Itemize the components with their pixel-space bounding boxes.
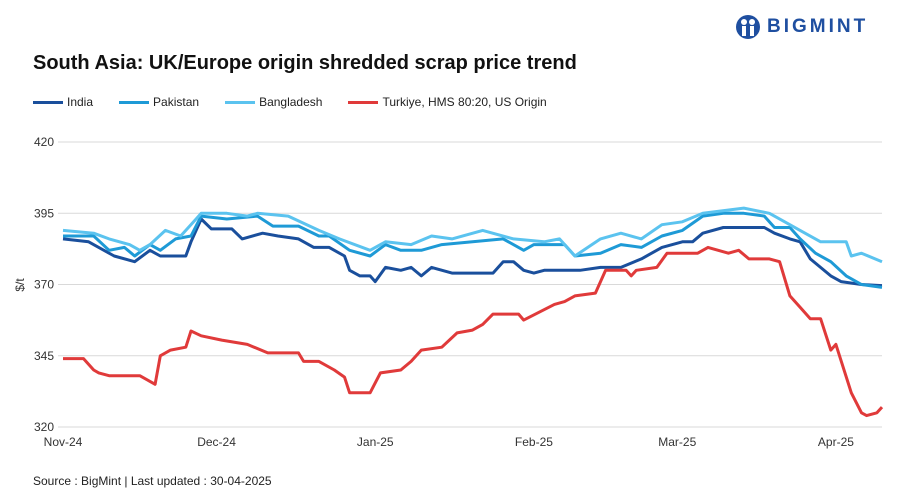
legend-label: India xyxy=(67,95,94,109)
series-line-india xyxy=(62,217,883,288)
x-tick-label: Nov-24 xyxy=(44,435,83,449)
y-tick-label: 345 xyxy=(34,349,54,363)
legend-item-india: India xyxy=(33,95,93,109)
series-line-bangladesh xyxy=(62,206,883,264)
y-tick-label: 320 xyxy=(34,420,54,434)
x-tick-label: Jan-25 xyxy=(357,435,394,449)
chart-title: South Asia: UK/Europe origin shredded sc… xyxy=(33,52,577,74)
y-tick-label: 420 xyxy=(34,135,54,149)
x-tick-label: Mar-25 xyxy=(658,435,696,449)
logo-icon xyxy=(736,15,760,39)
legend-item-pakistan: Pakistan xyxy=(119,95,199,109)
legend: India Pakistan Bangladesh Turkiye, HMS 8… xyxy=(33,95,547,109)
legend-swatch xyxy=(348,100,379,104)
x-tick-label: Apr-25 xyxy=(818,435,854,449)
legend-item-bangladesh: Bangladesh xyxy=(225,95,322,109)
legend-swatch xyxy=(225,100,256,104)
series-line-turkiye xyxy=(63,245,884,418)
legend-label: Turkiye, HMS 80:20, US Origin xyxy=(382,95,547,109)
x-tick-label: Feb-25 xyxy=(515,435,553,449)
legend-item-turkiye: Turkiye, HMS 80:20, US Origin xyxy=(348,95,547,109)
legend-swatch xyxy=(33,100,63,104)
legend-label: Bangladesh xyxy=(259,95,323,109)
bigmint-logo: BIGMINT xyxy=(735,14,868,40)
y-tick-label: 395 xyxy=(34,206,54,220)
source-note: Source : BigMint | Last updated : 30-04-… xyxy=(33,474,272,488)
y-tick-label: 370 xyxy=(34,278,54,292)
y-axis-label: $/t xyxy=(13,278,27,292)
logo-text: BIGMINT xyxy=(767,16,869,37)
series-line-pakistan xyxy=(63,211,883,289)
x-tick-label: Dec-24 xyxy=(197,435,236,449)
legend-swatch xyxy=(119,100,150,104)
legend-label: Pakistan xyxy=(153,95,200,109)
